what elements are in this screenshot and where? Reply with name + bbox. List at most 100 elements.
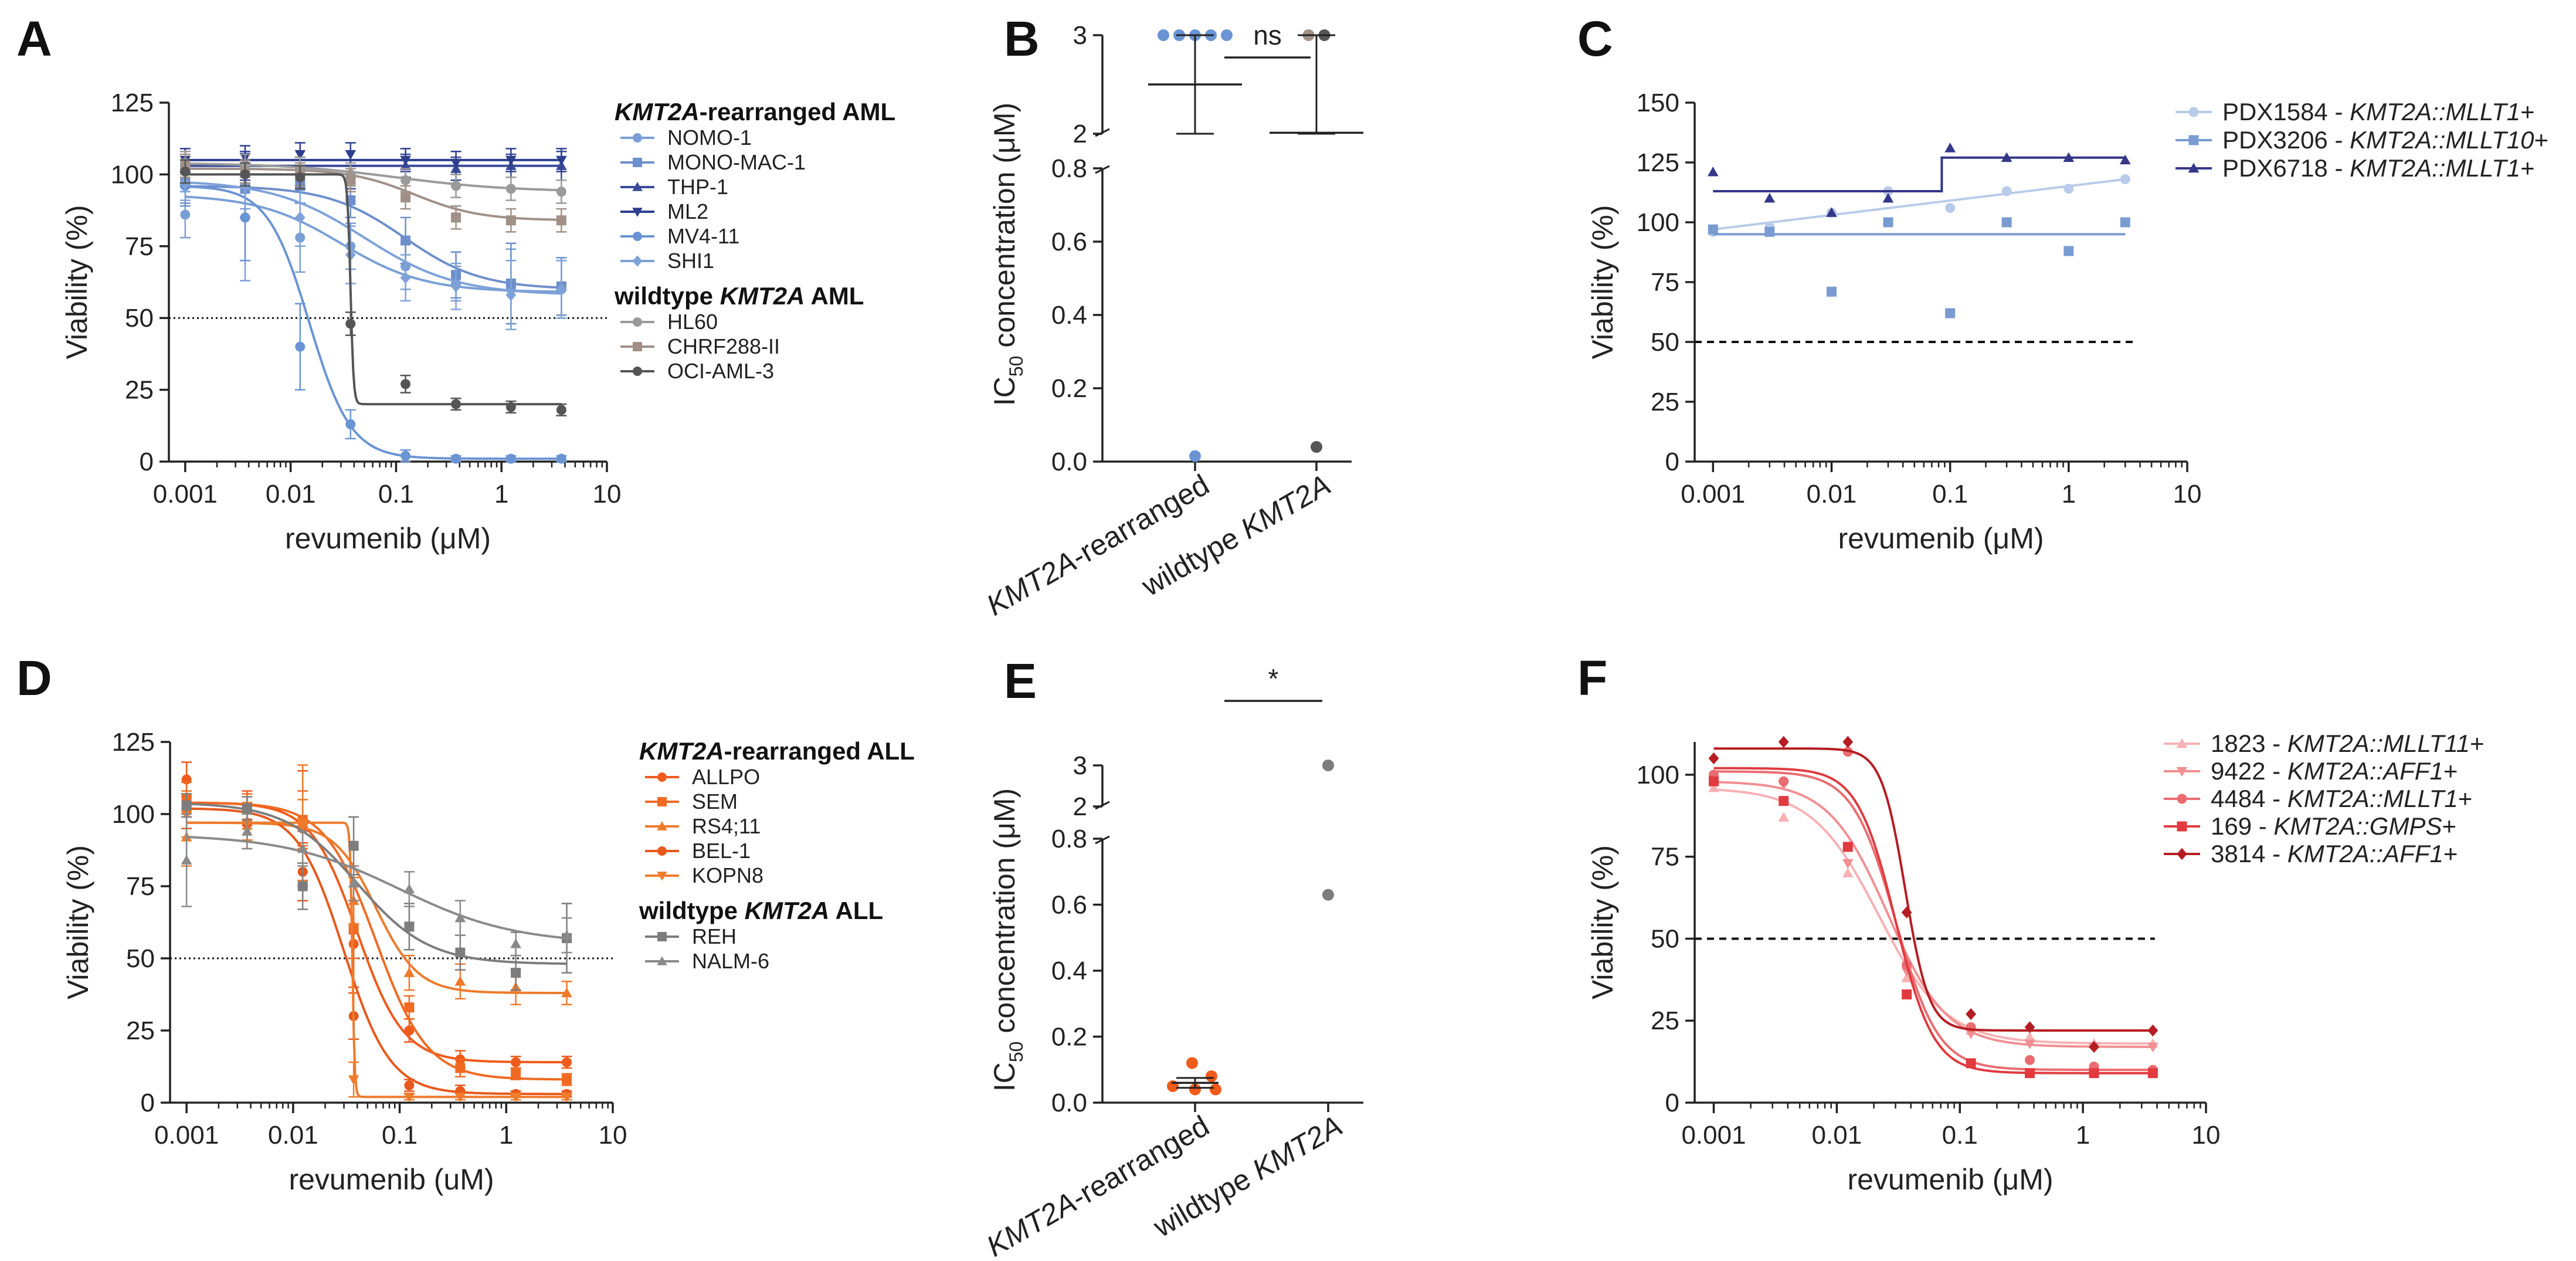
data-point — [505, 402, 516, 412]
x-tick-label: 1 — [494, 480, 508, 509]
data-point — [1945, 308, 1956, 318]
data-point — [294, 150, 306, 160]
data-point — [240, 212, 250, 223]
data-point — [511, 1069, 521, 1079]
legend-label-italic: KMT2A::AFF1 — [2287, 757, 2443, 785]
legend-label-post: + — [2443, 757, 2458, 785]
category-italic: KMT2A — [981, 1186, 1082, 1261]
legend-label: 3814 - KMT2A::AFF1+ — [2211, 840, 2458, 867]
y-tick-label: 100 — [1637, 761, 1679, 789]
data-point — [404, 1080, 415, 1090]
y-tick-label: 25 — [126, 1016, 155, 1045]
y-tick-label: 125 — [112, 728, 155, 757]
y-tick-label: 3 — [1073, 21, 1087, 50]
legend-entry: PDX3206 - KMT2A::MLLT10+ — [2175, 126, 2548, 154]
panel-label-f: F — [1577, 650, 1607, 706]
x-tick-label: 0.01 — [266, 480, 316, 509]
x-tick-label: 1 — [2062, 480, 2076, 509]
data-point — [450, 158, 461, 169]
legend-entry: PDX6718 - KMT2A::MLLT1+ — [2175, 154, 2535, 182]
data-point — [1707, 166, 1719, 177]
legend-title-rest: -rearranged ALL — [724, 737, 915, 765]
data-point — [345, 318, 356, 329]
y-axis-label: Viability (%) — [62, 845, 94, 999]
legend-label: PDX1584 - KMT2A::MLLT1+ — [2222, 98, 2535, 126]
data-point — [510, 1092, 521, 1103]
legend-label-pre: 9422 - — [2211, 757, 2287, 785]
data-point — [556, 283, 567, 296]
group-wildtype-kmt2a — [1322, 760, 1334, 901]
legend-label: THP-1 — [667, 175, 728, 199]
data-point — [1708, 752, 1719, 765]
y-tick-label: 100 — [112, 800, 155, 829]
data-point — [1186, 1057, 1198, 1069]
legend-label-italic: KMT2A::MLLT10 — [2350, 126, 2534, 154]
legend-group-title: wildtype KMT2A AML — [614, 282, 864, 310]
data-point — [2147, 1068, 2158, 1079]
data-point — [1826, 286, 1837, 297]
legend-swatch-marker — [657, 872, 667, 881]
legend-title-rest: AML — [805, 282, 864, 310]
legend-label: NOMO-1 — [667, 126, 752, 150]
legend-label-post: + — [2470, 730, 2485, 757]
legend-label-pre: PDX6718 - — [2222, 154, 2350, 182]
y-tick-label: 75 — [126, 872, 155, 901]
data-point — [401, 379, 411, 389]
data-point — [451, 181, 461, 191]
legend-label: 1823 - KMT2A::MLLT11+ — [2211, 730, 2485, 757]
legend-label: CHRF288-II — [667, 334, 780, 358]
axes: 0 25 50 75 100 125 150 0.001 0.01 0.1 1 10 revumenib… — [1586, 89, 2201, 555]
panel-d-dose-response-all: 0 25 50 75 100 125 0.001 0.01 0.1 1 10 revumenib (u… — [62, 728, 915, 1196]
data-point — [1311, 441, 1322, 453]
category-label: KMT2A-rearranged — [981, 1109, 1215, 1261]
legend-entry: MONO-MAC-1 — [620, 150, 806, 174]
series-pdx3206 — [1708, 217, 2130, 318]
x-tick-label: 0.1 — [1942, 1121, 1978, 1150]
series-169 — [1709, 767, 2158, 1079]
y-tick-label: 100 — [1637, 208, 1679, 237]
data-point — [2001, 152, 2012, 162]
data-point — [180, 209, 191, 220]
legend-title-italic: KMT2A — [720, 282, 805, 310]
x-axis-label: revumenib (μM) — [1847, 1163, 2053, 1196]
y-tick-label: 0.8 — [1051, 154, 1087, 183]
legend-swatch-marker — [632, 208, 643, 217]
category-pre: wildtype — [1148, 1158, 1263, 1243]
x-tick-label: 0.01 — [1807, 480, 1857, 509]
legend-label: NALM-6 — [692, 949, 769, 973]
y-tick-label: 125 — [1637, 148, 1679, 177]
y-label-subscript: 50 — [1006, 1042, 1027, 1063]
data-point — [401, 235, 411, 246]
legend-entry: NALM-6 — [645, 949, 769, 973]
data-point — [2001, 217, 2012, 228]
x-tick-label: 0.01 — [268, 1121, 318, 1150]
legend-swatch-marker — [657, 932, 667, 941]
data-point — [1778, 812, 1790, 822]
data-point — [1901, 906, 1912, 918]
y-tick-label: 25 — [1651, 1006, 1679, 1035]
legend-label: ALLPO — [692, 765, 760, 789]
legend-swatch-marker — [633, 133, 642, 143]
y-tick-label: 50 — [125, 304, 154, 333]
legend-swatch-marker — [2177, 848, 2187, 860]
fit-curve — [185, 185, 562, 460]
panel-label-a: A — [16, 11, 52, 66]
data-point — [505, 453, 516, 464]
legend-label: BEL-1 — [692, 839, 751, 863]
legend-title-rest: ALL — [829, 897, 883, 924]
data-point — [1708, 224, 1718, 235]
data-point — [2120, 217, 2130, 228]
data-point — [454, 912, 466, 923]
data-point — [401, 192, 411, 203]
data-point — [561, 930, 572, 940]
x-tick-label: 10 — [593, 480, 622, 509]
legend-entry: REH — [645, 924, 737, 948]
legend-entry: KOPN8 — [645, 863, 763, 887]
data-point — [556, 405, 566, 415]
data-point — [403, 1092, 415, 1103]
x-axis-label: revumenib (μM) — [1838, 522, 2044, 555]
legend-title-pre: wildtype — [639, 897, 745, 924]
legend-entry: BEL-1 — [645, 839, 751, 863]
data-point — [404, 921, 415, 932]
